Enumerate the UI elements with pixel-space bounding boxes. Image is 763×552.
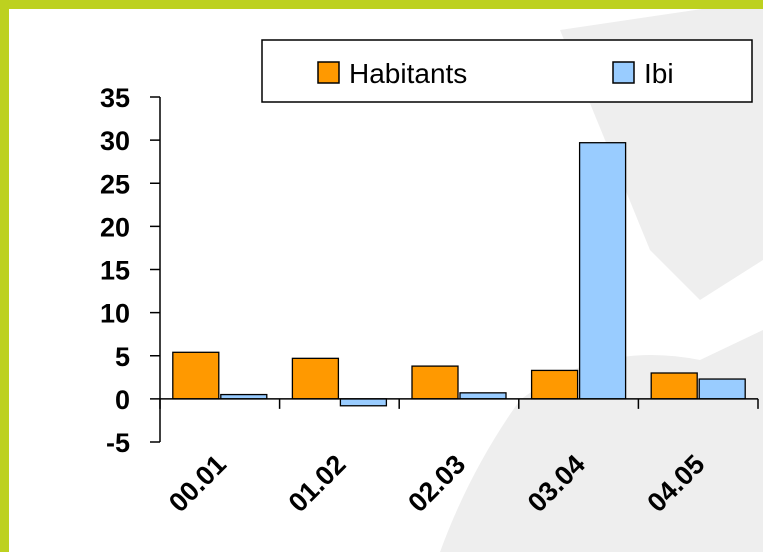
y-tick-label-20: 20 (100, 212, 130, 242)
bar-ibi-01.02 (339, 398, 388, 407)
bar-habitants-01.02 (291, 357, 340, 400)
legend-swatch-habitants (317, 61, 340, 84)
bar-habitants-00.01 (172, 351, 220, 400)
y-tick-label-25: 25 (100, 169, 130, 199)
y-tick-label-5: 5 (115, 342, 130, 372)
legend-label-habitants: Habitants (349, 58, 467, 89)
legend-label-ibi: Ibi (644, 58, 674, 89)
y-tick-label-15: 15 (100, 256, 130, 286)
bar-ibi-03.04 (578, 142, 627, 400)
bar-habitants-02.03 (411, 365, 459, 400)
y-tick-label-35: 35 (100, 83, 130, 113)
legend-swatch-ibi (612, 61, 635, 84)
bar-habitants-04.05 (650, 372, 698, 400)
legend-box (261, 39, 753, 103)
frame-left-border (0, 0, 9, 552)
bar-ibi-04.05 (698, 378, 746, 400)
legend: Habitants Ibi (261, 39, 753, 103)
bar-habitants-03.04 (530, 369, 579, 400)
x-category-label-00.01: 00.01 (163, 449, 232, 518)
y-tick-label-10: 10 (100, 299, 130, 329)
y-tick-label-30: 30 (100, 126, 130, 156)
y-tick-label-0: 0 (115, 385, 130, 415)
bar-ibi-02.03 (459, 392, 507, 400)
frame-top-border (0, 0, 763, 9)
y-tick-label--5: -5 (106, 428, 130, 458)
x-category-label-01.02: 01.02 (283, 449, 352, 518)
